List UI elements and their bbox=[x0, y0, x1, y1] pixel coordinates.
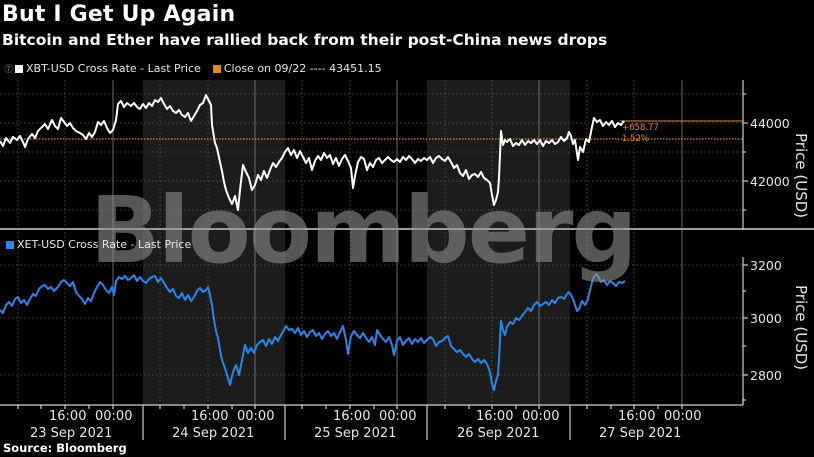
x-date-label: 25 Sep 2021 bbox=[314, 426, 396, 441]
x-date-label: 27 Sep 2021 bbox=[599, 426, 681, 441]
x-date-label: 26 Sep 2021 bbox=[457, 426, 539, 441]
x-date-label: 24 Sep 2021 bbox=[172, 426, 254, 441]
legend-label-close: Close on 09/22 ---- 43451.15 bbox=[223, 62, 382, 75]
x-axis bbox=[0, 398, 744, 440]
watermark-text: Bloomberg bbox=[90, 177, 635, 284]
top-legend: ⓻ XBT-USD Cross Rate - Last Price Close … bbox=[4, 62, 394, 75]
pct-annotation: 1.52% bbox=[622, 134, 649, 144]
eth-swatch-icon bbox=[6, 240, 14, 249]
y-axis-label-top: Price (USD) bbox=[792, 133, 810, 218]
x-date-label: 23 Sep 2021 bbox=[30, 426, 112, 441]
btc-swatch-icon bbox=[15, 64, 24, 73]
x-tick-label: 16:00 bbox=[476, 409, 513, 424]
legend-label-eth: XET-USD Cross Rate - Last Price bbox=[17, 238, 192, 251]
legend-label-btc: XBT-USD Cross Rate - Last Price bbox=[26, 62, 201, 75]
x-tick-label: 16:00 bbox=[49, 409, 86, 424]
legend-item-close: Close on 09/22 ---- 43451.15 bbox=[212, 62, 382, 75]
legend-item-eth: XET-USD Cross Rate - Last Price bbox=[6, 238, 191, 251]
y-axis-bottom bbox=[742, 257, 748, 405]
x-tick-label: 00:00 bbox=[95, 409, 132, 424]
shaded-bands bbox=[143, 80, 570, 405]
x-tick-label: 16:00 bbox=[191, 409, 228, 424]
x-tick-label: 16:00 bbox=[618, 409, 655, 424]
y-tick-3000: 3000 bbox=[750, 311, 782, 326]
chart-title: But I Get Up Again bbox=[2, 2, 236, 27]
btc-price-line bbox=[0, 94, 625, 211]
chart-subtitle: Bitcoin and Ether have rallied back from… bbox=[2, 31, 608, 49]
eth-price-line bbox=[0, 273, 626, 391]
x-tick-label: 00:00 bbox=[522, 409, 559, 424]
x-tick-label: 00:00 bbox=[379, 409, 416, 424]
y-axis-label-bottom: Price (USD) bbox=[792, 285, 810, 370]
y-tick-2800: 2800 bbox=[750, 368, 782, 383]
change-annotation: +658.77 bbox=[622, 123, 659, 133]
y-axis-top bbox=[742, 80, 748, 229]
bottom-legend: XET-USD Cross Rate - Last Price bbox=[6, 238, 203, 251]
x-tick-label: 00:00 bbox=[664, 409, 701, 424]
x-tick-label: 00:00 bbox=[237, 409, 274, 424]
legend-handle-icon: ⓻ bbox=[4, 65, 14, 75]
close-swatch-icon bbox=[212, 64, 221, 73]
legend-item-btc: XBT-USD Cross Rate - Last Price bbox=[15, 62, 201, 75]
y-tick-3200: 3200 bbox=[750, 258, 782, 273]
source-note: Source: Bloomberg bbox=[3, 441, 127, 455]
y-tick-44000: 44000 bbox=[750, 116, 790, 131]
y-tick-42000: 42000 bbox=[750, 174, 790, 189]
x-tick-label: 16:00 bbox=[333, 409, 370, 424]
